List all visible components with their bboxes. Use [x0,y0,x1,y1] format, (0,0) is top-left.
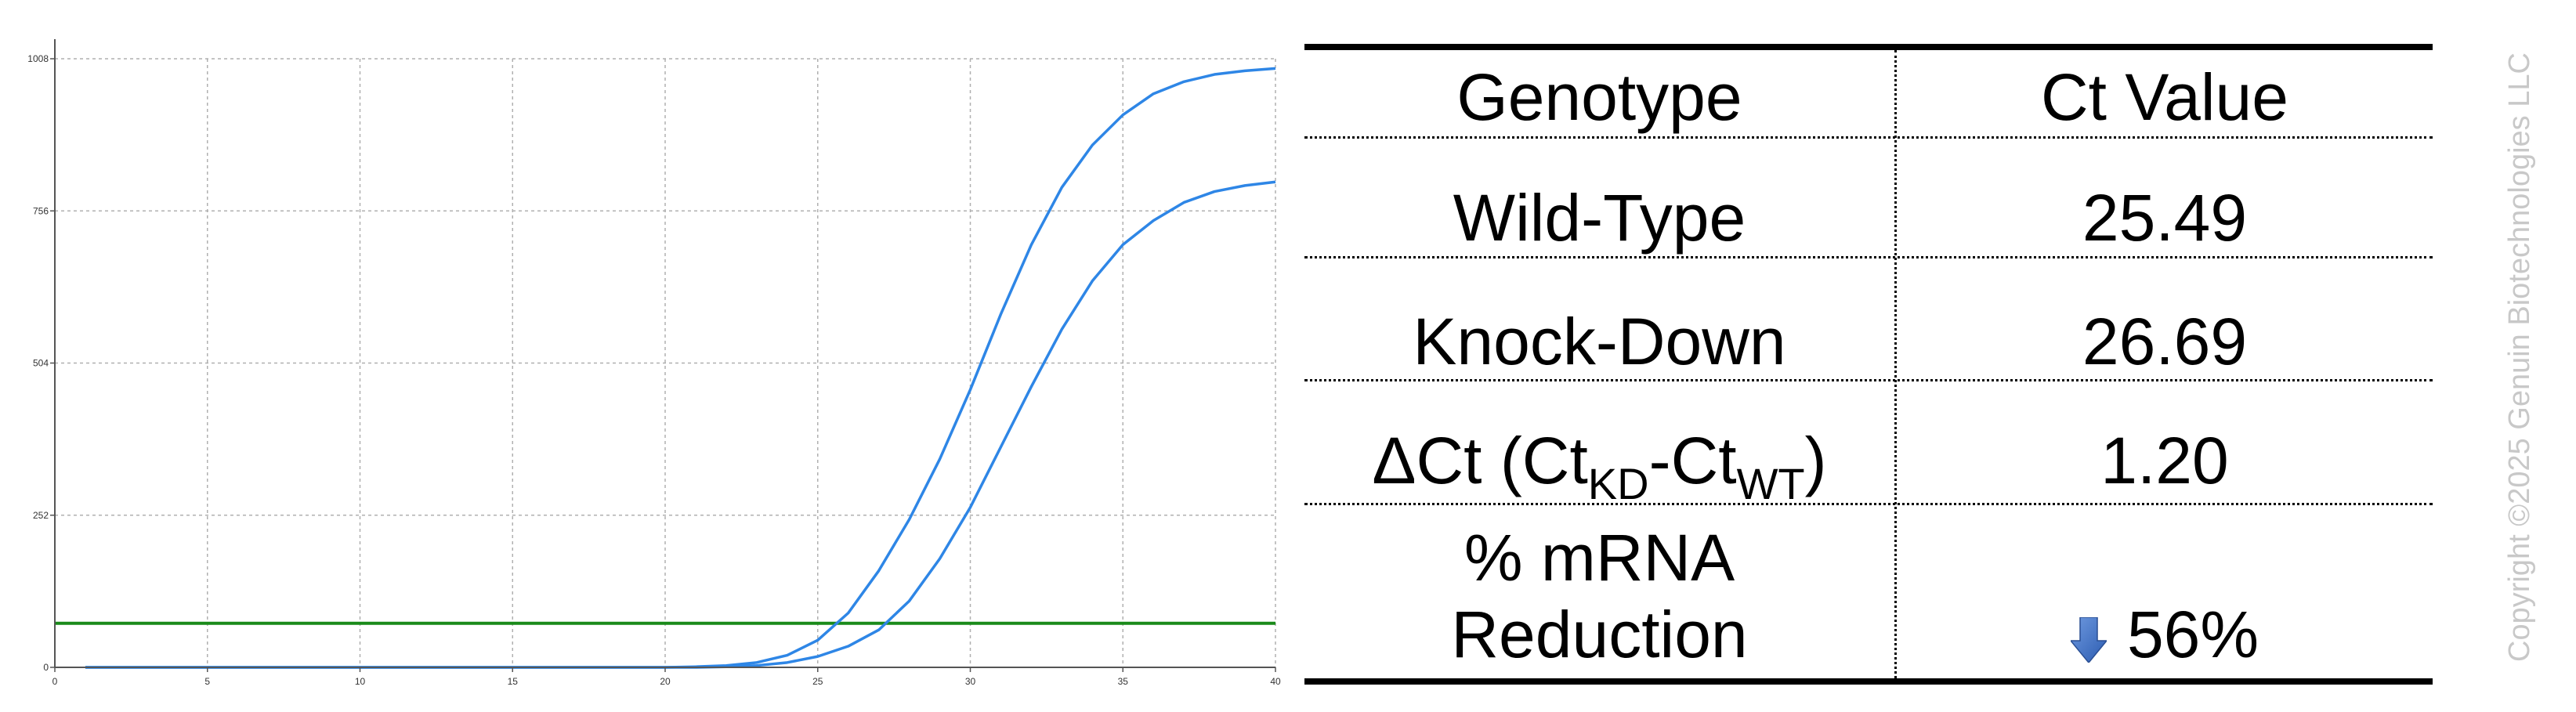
row-value-wild-type: 25.49 [2082,181,2248,255]
row-label-wild-type: Wild-Type [1453,181,1746,255]
y-tick-label: 1008 [27,53,49,64]
x-tick-label: 15 [508,676,519,687]
x-tick-label: 5 [204,676,210,687]
row-label-delta-ct: ΔCt (CtKD-CtWT) [1304,428,1894,506]
series-line-1 [85,67,1276,669]
amplification-chart: 0 5 10 15 20 25 30 35 40 0 252 504 756 1008 [27,39,1281,687]
chart-axes [50,39,1276,672]
header-ct-value: Ct Value [2041,60,2288,134]
y-tick-label: 504 [33,358,49,369]
x-tick-label: 35 [1118,676,1129,687]
table-column-divider [1894,50,1897,678]
table-top-border [1304,44,2433,50]
delta-suffix: ) [1804,424,1827,497]
delta-sub-kd: KD [1587,459,1649,508]
y-tick-label: 252 [33,510,49,521]
copyright-watermark: Copyright ©2025 Genuin Biotechnologies L… [2503,52,2536,662]
chart-tick-labels: 0 5 10 15 20 25 30 35 40 0 252 504 756 1008 [27,53,1281,687]
row-label-reduction-line1: % mRNA [1463,521,1735,595]
x-tick-label: 25 [812,676,823,687]
x-tick-label: 20 [660,676,671,687]
row-divider [1304,256,2433,258]
y-tick-label: 0 [43,662,49,673]
series-line-2 [85,180,1276,669]
header-genotype: Genotype [1456,60,1742,134]
delta-mid: -Ct [1648,424,1737,497]
row-divider [1304,136,2433,139]
chart-series [85,67,1276,669]
row-divider [1304,379,2433,381]
row-label-knock-down: Knock-Down [1413,305,1786,378]
reduction-value: 56% [2126,598,2259,671]
delta-prefix: ΔCt (Ct [1372,424,1588,497]
row-label-reduction-line2: Reduction [1451,598,1748,671]
y-tick-label: 756 [33,205,49,216]
x-tick-label: 10 [355,676,366,687]
x-tick-label: 30 [965,676,976,687]
row-divider [1304,503,2433,505]
row-value-delta-ct: 1.20 [2100,424,2229,497]
x-tick-label: 40 [1270,676,1281,687]
table-bottom-border [1304,678,2433,685]
delta-sub-wt: WT [1736,459,1805,508]
chart-grid [54,58,1276,668]
arrow-down-icon [2070,616,2107,663]
results-table: Genotype Ct Value Wild-Type 25.49 Knock-… [1304,44,2433,691]
row-value-reduction: 56% [1897,602,2433,667]
x-tick-label: 0 [52,676,58,687]
row-value-knock-down: 26.69 [2082,305,2248,378]
